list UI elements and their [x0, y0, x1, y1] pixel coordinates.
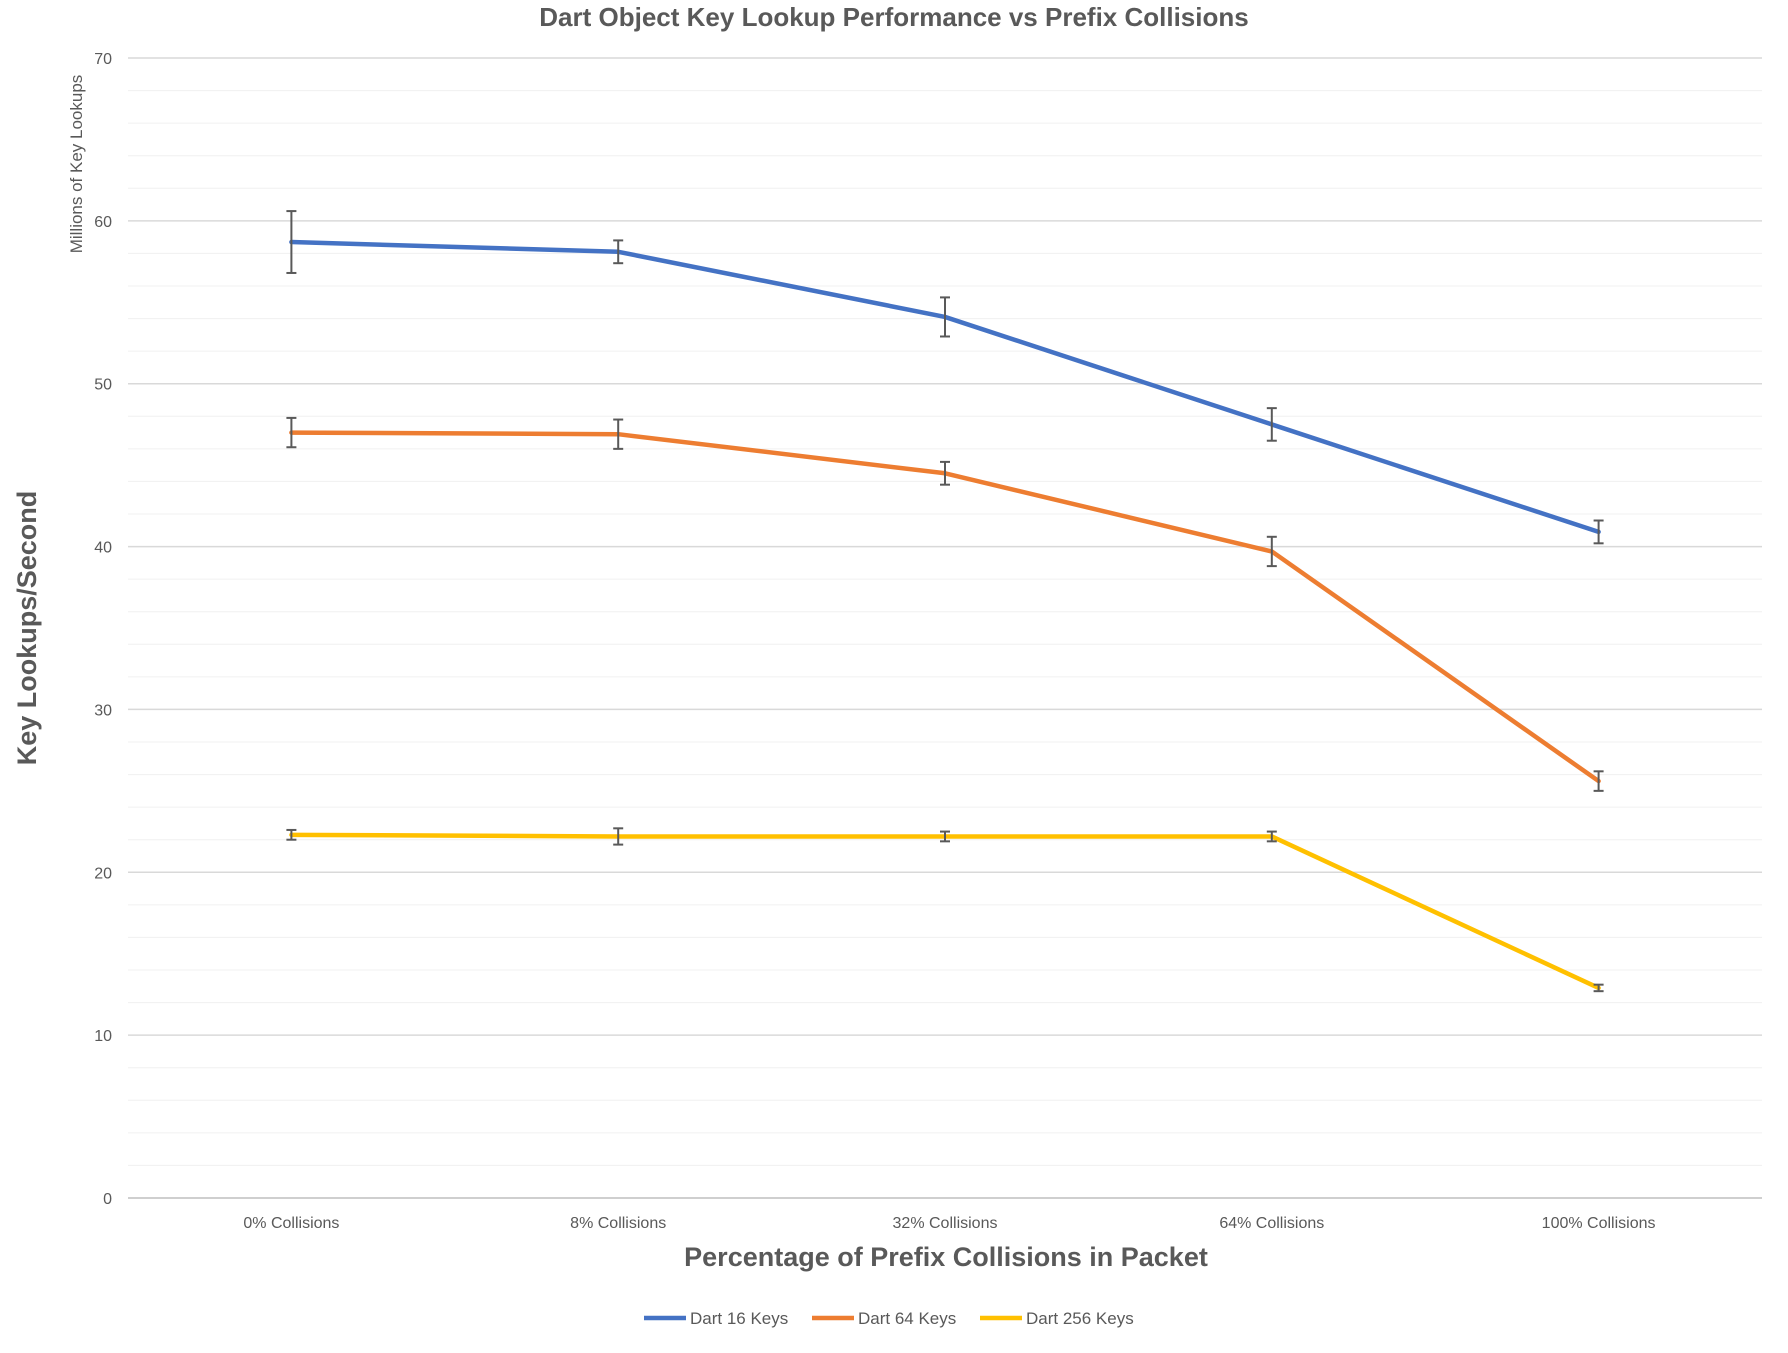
error-bar	[1593, 983, 1604, 993]
legend-label: Dart 16 Keys	[690, 1309, 788, 1328]
legend-entry: Dart 16 Keys	[644, 1309, 788, 1328]
series-group	[286, 827, 1604, 993]
axes: 0 10 20 30 40 50 60 70 0% Collisions 8% Collision…	[94, 51, 1762, 1232]
error-bar	[613, 239, 624, 265]
chart-title: Dart Object Key Lookup Performance vs Pr…	[539, 2, 1248, 32]
gridlines	[128, 57, 1762, 1166]
x-tick-label: 32% Collisions	[893, 1215, 998, 1232]
x-tick-label: 0% Collisions	[243, 1215, 339, 1232]
y-tick-label: 0	[103, 1191, 112, 1208]
error-bar	[1266, 830, 1277, 843]
x-tick-label: 64% Collisions	[1219, 1215, 1324, 1232]
x-tick-label: 8% Collisions	[570, 1215, 666, 1232]
y-tick-label: 50	[94, 377, 112, 394]
error-bar	[286, 828, 297, 841]
error-bar	[940, 830, 950, 843]
error-bar	[1266, 407, 1277, 442]
legend-label: Dart 256 Keys	[1026, 1309, 1134, 1328]
y-tick-label: 30	[94, 702, 112, 719]
legend-entry: Dart 256 Keys	[980, 1309, 1134, 1328]
x-tick-label: 100% Collisions	[1542, 1215, 1656, 1232]
x-axis-title: Percentage of Prefix Collisions in Packe…	[684, 1242, 1208, 1272]
error-bar	[286, 416, 297, 449]
error-bar	[613, 827, 624, 846]
series-group	[286, 416, 1604, 792]
series-group	[286, 210, 1604, 545]
legend-entry: Dart 64 Keys	[812, 1309, 956, 1328]
legend-label: Dart 64 Keys	[858, 1309, 956, 1328]
y-tick-label: 20	[94, 865, 112, 882]
error-bar	[1593, 770, 1604, 792]
series	[286, 210, 1604, 993]
y-tick-label: 60	[94, 214, 112, 231]
y-axis-unit-label: Millions of Key Lookups	[67, 75, 86, 254]
error-bar	[1593, 519, 1604, 545]
legend: Dart 16 Keys Dart 64 Keys Dart 256 Keys	[644, 1309, 1134, 1328]
y-tick-label: 40	[94, 540, 112, 557]
error-bar	[286, 210, 297, 274]
y-tick-label: 10	[94, 1028, 112, 1045]
y-tick-label: 70	[94, 51, 112, 68]
error-bar	[1266, 535, 1277, 568]
error-bar	[613, 418, 624, 450]
error-bar	[940, 460, 950, 486]
y-axis-title: Key Lookups/Second	[12, 491, 42, 766]
error-bar	[940, 296, 950, 338]
